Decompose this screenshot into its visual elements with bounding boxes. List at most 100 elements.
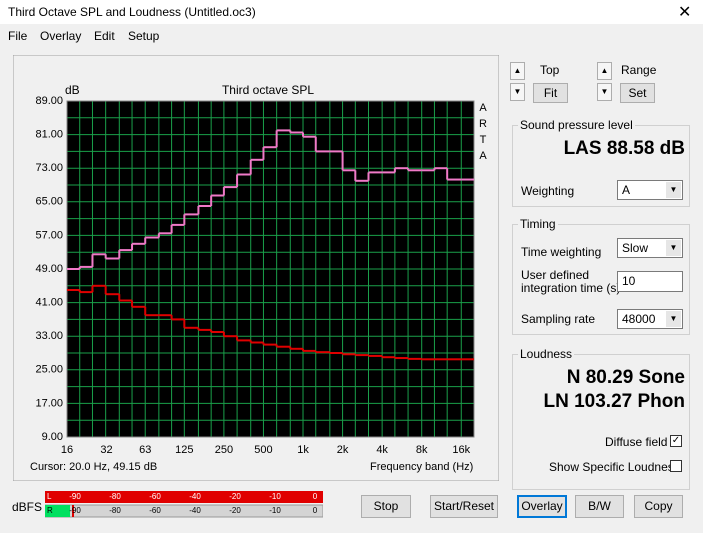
meter-scale: -40 — [189, 506, 201, 515]
loudness-ln: LN 103.27 Phon — [543, 391, 686, 412]
meter-scale: -20 — [229, 492, 241, 501]
dropdown-arrow: ▼ — [666, 311, 681, 327]
y-tick-label: 33.00 — [35, 330, 63, 342]
menu-item[interactable]: Edit — [94, 29, 115, 43]
spl-group: Sound pressure level LAS 88.58 dB Weight… — [512, 118, 690, 207]
spin-down[interactable]: ▼ — [510, 83, 525, 101]
y-tick-label: 17.00 — [35, 397, 63, 409]
dropdown-arrow: ▼ — [666, 240, 681, 256]
sampling-select[interactable]: 48000 ▼ — [617, 309, 683, 329]
arta-letter: R — [479, 118, 487, 130]
select-value: Slow — [622, 241, 649, 255]
menu-item[interactable]: Overlay — [40, 29, 82, 43]
x-tick-label: 250 — [215, 444, 233, 456]
y-tick-label: 65.00 — [35, 196, 63, 208]
time-weighting-select[interactable]: Slow ▼ — [617, 238, 683, 258]
copy-button[interactable]: Copy — [634, 495, 683, 518]
series — [67, 284, 474, 361]
fit-button[interactable]: Fit — [533, 83, 568, 103]
level-meter: L R -90 -90 -80 -80 -60 -60 -40 -40 -20 -20 -10 -10… — [45, 491, 323, 518]
menu-item[interactable]: File — [8, 29, 28, 43]
label: Diffuse field — [605, 435, 668, 449]
spin-down[interactable]: ▼ — [597, 83, 612, 101]
loudness-n: N 80.29 Sone — [566, 367, 685, 388]
group-label: Loudness — [518, 347, 575, 361]
meter-peak — [72, 505, 74, 517]
x-tick-label: 8k — [416, 444, 428, 456]
x-tick-label: 4k — [376, 444, 388, 456]
start-reset-button[interactable]: Start/Reset — [430, 495, 498, 518]
label: Range — [621, 63, 657, 77]
y-tick-label: 73.00 — [35, 162, 63, 174]
x-tick-label: 1k — [297, 444, 309, 456]
title-bar — [0, 0, 703, 24]
y-tick-label: 81.00 — [35, 129, 63, 141]
arta-letter: A — [479, 102, 487, 114]
spl-reading: LAS 88.58 dB — [563, 138, 685, 159]
meter-scale: -20 — [229, 506, 241, 515]
label: integration time (s) — [521, 281, 621, 295]
label: Weighting — [521, 184, 575, 198]
x-tick-label: 32 — [100, 444, 112, 456]
cursor-readout: Cursor: 20.0 Hz, 49.15 dB — [30, 461, 157, 473]
meter-scale: -80 — [109, 492, 121, 501]
overlay-button[interactable]: Overlay — [517, 495, 567, 518]
spin-up[interactable]: ▲ — [510, 62, 525, 80]
x-tick-label: 16 — [61, 444, 73, 456]
y-tick-label: 49.00 — [35, 263, 63, 275]
meter-scale: -10 — [269, 506, 281, 515]
meter-channel: R — [47, 506, 53, 515]
spin-up[interactable]: ▲ — [597, 62, 612, 80]
timing-group: Timing Time weighting Slow ▼ User defined… — [512, 217, 690, 335]
stop-button[interactable]: Stop — [361, 495, 411, 518]
arta-letter: A — [479, 150, 487, 162]
meter-scale: -80 — [109, 506, 121, 515]
y-axis-label: dB — [65, 83, 80, 97]
meter-scale: -90 — [69, 492, 81, 501]
y-tick-label: 57.00 — [35, 229, 63, 241]
x-axis-label: Frequency band (Hz) — [370, 461, 473, 473]
meter-scale: -10 — [269, 492, 281, 501]
weighting-select[interactable]: A ▼ — [617, 180, 683, 200]
group-label: Timing — [518, 217, 558, 231]
meter-scale: 0 — [313, 506, 318, 515]
window-title: Third Octave SPL and Loudness (Untitled.… — [8, 5, 256, 19]
meter-channel: L — [47, 492, 52, 501]
y-tick-label: 25.00 — [35, 364, 63, 376]
meter-scale: 0 — [313, 492, 318, 501]
set-button[interactable]: Set — [620, 83, 655, 103]
meter-left-bar — [45, 491, 323, 503]
chart-title: Third octave SPL — [222, 83, 314, 97]
x-tick-label: 16k — [452, 444, 470, 456]
bw-button[interactable]: B/W — [575, 495, 624, 518]
x-tick-label: 2k — [337, 444, 349, 456]
label: Top — [540, 63, 560, 77]
x-tick-label: 125 — [175, 444, 193, 456]
x-tick-label: 63 — [139, 444, 151, 456]
label: Show Specific Loudness — [549, 460, 680, 474]
dropdown-arrow: ▼ — [666, 182, 681, 198]
label: Time weighting — [521, 245, 602, 259]
input-value: 10 — [622, 274, 636, 288]
series — [67, 129, 474, 270]
x-tick-label: 500 — [254, 444, 272, 456]
meter-right-level — [45, 505, 70, 517]
loudness-group: Loudness N 80.29 Sone LN 103.27 Phon Dif… — [512, 347, 690, 490]
diffuse-checkbox[interactable]: ✓ — [670, 435, 682, 447]
meter-label: dBFS — [12, 500, 43, 514]
label: User defined — [521, 268, 590, 282]
chart: Third octave SPL dB Cursor: 20.0 Hz, 49.… — [13, 55, 499, 481]
meter-scale: -60 — [149, 506, 161, 515]
select-value: A — [622, 183, 631, 197]
meter-right-bar — [45, 504, 323, 518]
y-tick-label: 9.00 — [42, 431, 63, 443]
integration-input[interactable]: 10 — [617, 271, 683, 292]
label: Sampling rate — [521, 312, 596, 326]
close-button[interactable]: ✕ — [678, 4, 692, 21]
y-tick-label: 41.00 — [35, 297, 63, 309]
menu-item[interactable]: Setup — [128, 29, 160, 43]
select-value: 48000 — [622, 312, 656, 326]
specific-checkbox[interactable] — [670, 460, 682, 472]
